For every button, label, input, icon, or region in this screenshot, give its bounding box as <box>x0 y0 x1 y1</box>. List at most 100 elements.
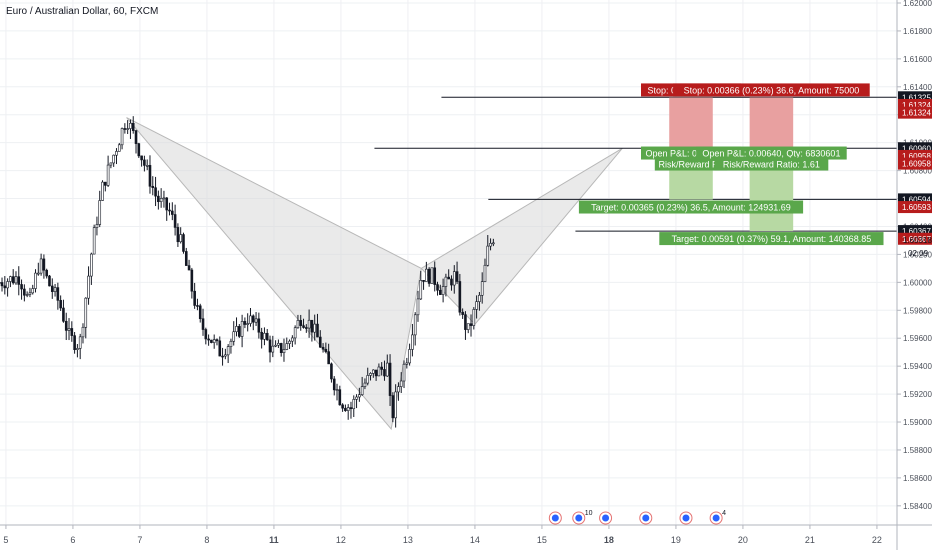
rr-label-text: Risk/Reward Ra <box>658 160 723 170</box>
countdown-label: 02:09 <box>908 249 929 258</box>
pnl-label-box <box>696 146 847 160</box>
candle-body <box>67 328 71 331</box>
event-flag-icon <box>602 514 610 522</box>
candle-body <box>76 348 79 350</box>
rr-label-box <box>654 157 728 171</box>
time-axis[interactable]: 5 6 7 8 11 12 13 14 15 18 19 20 21 22 <box>3 525 882 545</box>
candle-body <box>106 164 110 186</box>
x-tick-label: 22 <box>872 535 882 545</box>
candle-body <box>293 327 297 339</box>
rr-label: Risk/Reward Ra <box>654 157 728 171</box>
y-tick-label: 1.59800 <box>903 306 932 315</box>
y-tick-label: 1.61800 <box>903 27 932 36</box>
price-axis[interactable]: 1.620001.618001.616001.614001.612001.610… <box>897 0 932 511</box>
candle-body <box>62 307 65 322</box>
event-badge: 10 <box>585 510 593 517</box>
candle-body <box>168 209 171 212</box>
candle-body <box>23 288 26 296</box>
candle-body <box>483 264 487 282</box>
candle-body <box>210 339 213 343</box>
candle-body <box>176 227 180 243</box>
candle-body <box>39 258 43 274</box>
candle-body <box>360 386 364 395</box>
candle-body <box>165 197 169 211</box>
candle-body <box>226 346 230 356</box>
candle-body <box>64 320 68 331</box>
candle-body <box>134 130 138 144</box>
candle-body <box>31 288 35 294</box>
candle-body <box>190 269 194 292</box>
y-tick-label: 1.59600 <box>903 334 932 343</box>
candle-body <box>131 123 135 131</box>
candle-body <box>478 294 481 302</box>
candle-body <box>109 162 113 166</box>
candle-body <box>120 128 124 146</box>
candle-body <box>355 396 358 400</box>
candle-body <box>374 369 378 377</box>
candle-body <box>45 269 48 277</box>
candle-body <box>452 271 456 286</box>
candle-body <box>489 242 492 247</box>
candle-body <box>344 407 347 411</box>
target-label: Target: 0.00591 (0.37%) 59.1, Amount: 14… <box>659 232 884 246</box>
harmonic-pattern <box>126 117 623 431</box>
event-flag-icon <box>712 514 720 522</box>
candle-body <box>117 144 121 152</box>
candle-body <box>34 272 37 289</box>
stop-zone[interactable] <box>749 97 794 149</box>
candle-body <box>486 245 490 266</box>
candle-body <box>42 258 46 271</box>
candle-body <box>349 407 353 410</box>
candle-body <box>316 323 319 338</box>
y-tick-label: 1.58600 <box>903 474 932 483</box>
target-label: Target: 0.00365 (0.23%) 36.5, Amount: 12… <box>578 200 804 214</box>
price-label: 1.60367 <box>902 235 931 244</box>
stop-zone[interactable] <box>669 97 713 149</box>
target-label-text: Target: 0.00591 (0.37%) 59.1, Amount: 14… <box>672 234 872 244</box>
candle-body <box>87 275 90 299</box>
candle-body <box>11 276 15 284</box>
candle-body <box>50 285 54 292</box>
price-label: 1.60958 <box>902 160 931 169</box>
candle-body <box>238 326 241 337</box>
event-flag-icon <box>551 514 559 522</box>
candle-body <box>313 323 316 333</box>
candle-body <box>282 349 286 353</box>
candle-body <box>380 366 383 370</box>
candle-body <box>461 311 464 315</box>
candle-body <box>321 346 325 350</box>
candle-body <box>14 276 18 284</box>
candle-body <box>425 268 428 282</box>
x-tick-label: 6 <box>70 535 75 545</box>
pnl-label-text: Open P&L: 0.00640, Qty: 6830601 <box>702 149 840 159</box>
candle-body <box>408 349 411 364</box>
candle-body <box>268 339 272 353</box>
candle-body <box>265 332 269 341</box>
candle-body <box>157 195 160 203</box>
price-label: 1.61325 <box>902 93 931 102</box>
candle-body <box>37 272 40 275</box>
candle-body <box>363 382 367 387</box>
candle-body <box>137 143 141 157</box>
chart-title: Euro / Australian Dollar, 60, FXCM <box>6 6 158 17</box>
candle-body <box>377 366 381 377</box>
candle-body <box>385 362 389 377</box>
candle-body <box>419 280 423 300</box>
candle-body <box>246 323 249 325</box>
candle-body <box>327 351 330 365</box>
candle-body <box>126 128 129 130</box>
candle-body <box>436 284 439 291</box>
price-label-box <box>898 232 932 245</box>
rr-label: Risk/Reward Ratio: 1.61 <box>714 157 829 171</box>
y-tick-label: 1.60000 <box>903 278 932 287</box>
price-label: 1.60593 <box>902 203 931 212</box>
candle-body <box>285 343 289 350</box>
rr-label-text: Risk/Reward Ratio: 1.61 <box>723 160 820 170</box>
candle-body <box>397 386 400 393</box>
candle-body <box>405 362 409 365</box>
candle-body <box>492 242 495 245</box>
candle-body <box>299 320 303 326</box>
candle-body <box>433 267 437 285</box>
x-tick-label: 21 <box>805 535 815 545</box>
